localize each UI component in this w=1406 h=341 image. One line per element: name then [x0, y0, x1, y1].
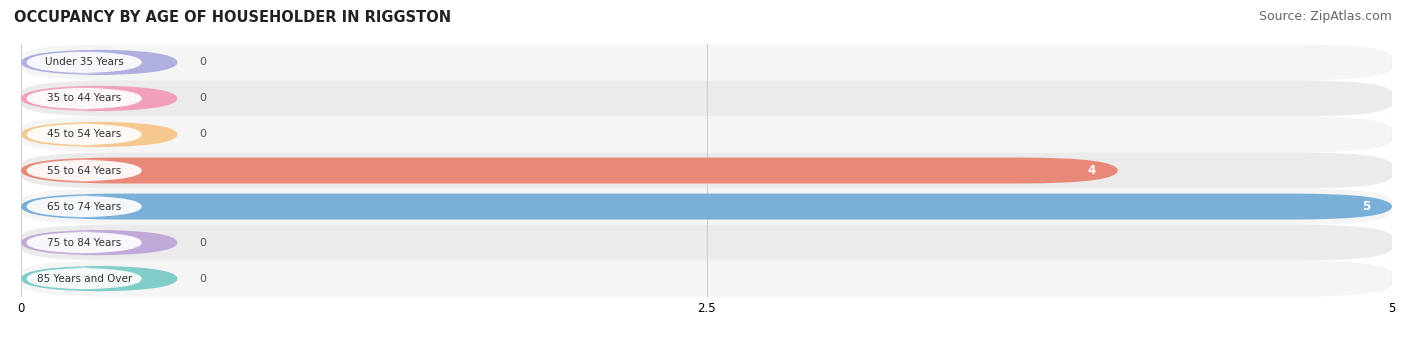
Text: 0: 0: [200, 93, 207, 103]
Text: 65 to 74 Years: 65 to 74 Years: [46, 202, 121, 211]
FancyBboxPatch shape: [21, 121, 177, 147]
FancyBboxPatch shape: [21, 229, 177, 255]
Text: 0: 0: [200, 130, 207, 139]
FancyBboxPatch shape: [21, 49, 177, 75]
FancyBboxPatch shape: [21, 225, 1392, 261]
Text: 0: 0: [200, 238, 207, 248]
Text: 0: 0: [200, 273, 207, 284]
Text: OCCUPANCY BY AGE OF HOUSEHOLDER IN RIGGSTON: OCCUPANCY BY AGE OF HOUSEHOLDER IN RIGGS…: [14, 10, 451, 25]
Text: Under 35 Years: Under 35 Years: [45, 57, 124, 68]
FancyBboxPatch shape: [27, 160, 142, 181]
Text: 85 Years and Over: 85 Years and Over: [37, 273, 132, 284]
FancyBboxPatch shape: [21, 86, 177, 112]
Text: 75 to 84 Years: 75 to 84 Years: [46, 238, 121, 248]
Text: 5: 5: [1362, 200, 1369, 213]
FancyBboxPatch shape: [27, 123, 142, 146]
Text: 0: 0: [200, 57, 207, 68]
FancyBboxPatch shape: [21, 266, 177, 292]
Text: Source: ZipAtlas.com: Source: ZipAtlas.com: [1258, 10, 1392, 23]
FancyBboxPatch shape: [27, 51, 142, 73]
FancyBboxPatch shape: [21, 80, 1392, 116]
Text: 35 to 44 Years: 35 to 44 Years: [46, 93, 121, 103]
FancyBboxPatch shape: [21, 194, 1392, 220]
FancyBboxPatch shape: [27, 232, 142, 254]
FancyBboxPatch shape: [21, 261, 1392, 297]
FancyBboxPatch shape: [21, 158, 1118, 183]
FancyBboxPatch shape: [27, 87, 142, 109]
Text: 55 to 64 Years: 55 to 64 Years: [46, 165, 121, 176]
FancyBboxPatch shape: [21, 116, 1392, 152]
Text: 4: 4: [1088, 164, 1095, 177]
FancyBboxPatch shape: [27, 268, 142, 290]
Text: 45 to 54 Years: 45 to 54 Years: [46, 130, 121, 139]
FancyBboxPatch shape: [21, 44, 1392, 80]
FancyBboxPatch shape: [21, 189, 1392, 225]
FancyBboxPatch shape: [27, 195, 142, 218]
FancyBboxPatch shape: [21, 152, 1392, 189]
